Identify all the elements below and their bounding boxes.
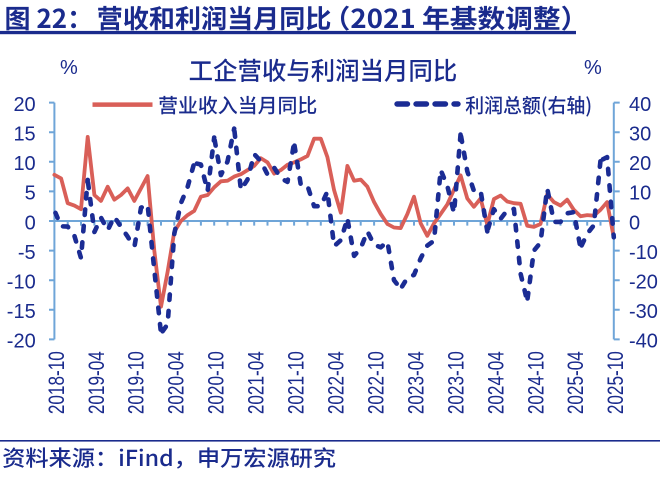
svg-text:0: 0 xyxy=(629,212,640,234)
svg-text:-15: -15 xyxy=(7,301,36,323)
svg-text:2023-04: 2023-04 xyxy=(404,351,429,414)
svg-text:2023-10: 2023-10 xyxy=(444,351,469,414)
svg-text:10: 10 xyxy=(629,183,651,205)
svg-text:%: % xyxy=(60,57,78,79)
svg-text:-20: -20 xyxy=(629,272,658,294)
svg-text:30: 30 xyxy=(629,124,651,146)
svg-text:-10: -10 xyxy=(629,242,658,264)
svg-text:2024-04: 2024-04 xyxy=(484,351,509,414)
svg-text:2018-10: 2018-10 xyxy=(45,351,70,414)
svg-text:2025-04: 2025-04 xyxy=(564,351,589,414)
svg-text:20: 20 xyxy=(13,94,35,116)
svg-text:2020-10: 2020-10 xyxy=(205,351,230,414)
svg-text:%: % xyxy=(584,57,602,79)
svg-text:-40: -40 xyxy=(629,331,658,353)
svg-text:2020-04: 2020-04 xyxy=(165,351,190,414)
svg-text:-5: -5 xyxy=(18,242,36,264)
svg-text:10: 10 xyxy=(13,153,35,175)
svg-text:2022-10: 2022-10 xyxy=(365,351,390,414)
svg-text:20: 20 xyxy=(629,153,651,175)
svg-text:2019-10: 2019-10 xyxy=(125,351,150,414)
svg-text:2021-10: 2021-10 xyxy=(285,351,310,414)
svg-text:2019-04: 2019-04 xyxy=(85,351,110,414)
svg-text:0: 0 xyxy=(25,212,36,234)
svg-text:-20: -20 xyxy=(7,331,36,353)
svg-text:5: 5 xyxy=(25,183,36,205)
svg-text:2022-04: 2022-04 xyxy=(325,351,350,414)
svg-text:-30: -30 xyxy=(629,301,658,323)
svg-text:2021-04: 2021-04 xyxy=(245,351,270,414)
svg-text:-10: -10 xyxy=(7,272,36,294)
svg-text:2024-10: 2024-10 xyxy=(524,351,549,414)
svg-text:15: 15 xyxy=(13,124,35,146)
svg-text:2025-10: 2025-10 xyxy=(604,351,629,414)
svg-text:40: 40 xyxy=(629,94,651,116)
